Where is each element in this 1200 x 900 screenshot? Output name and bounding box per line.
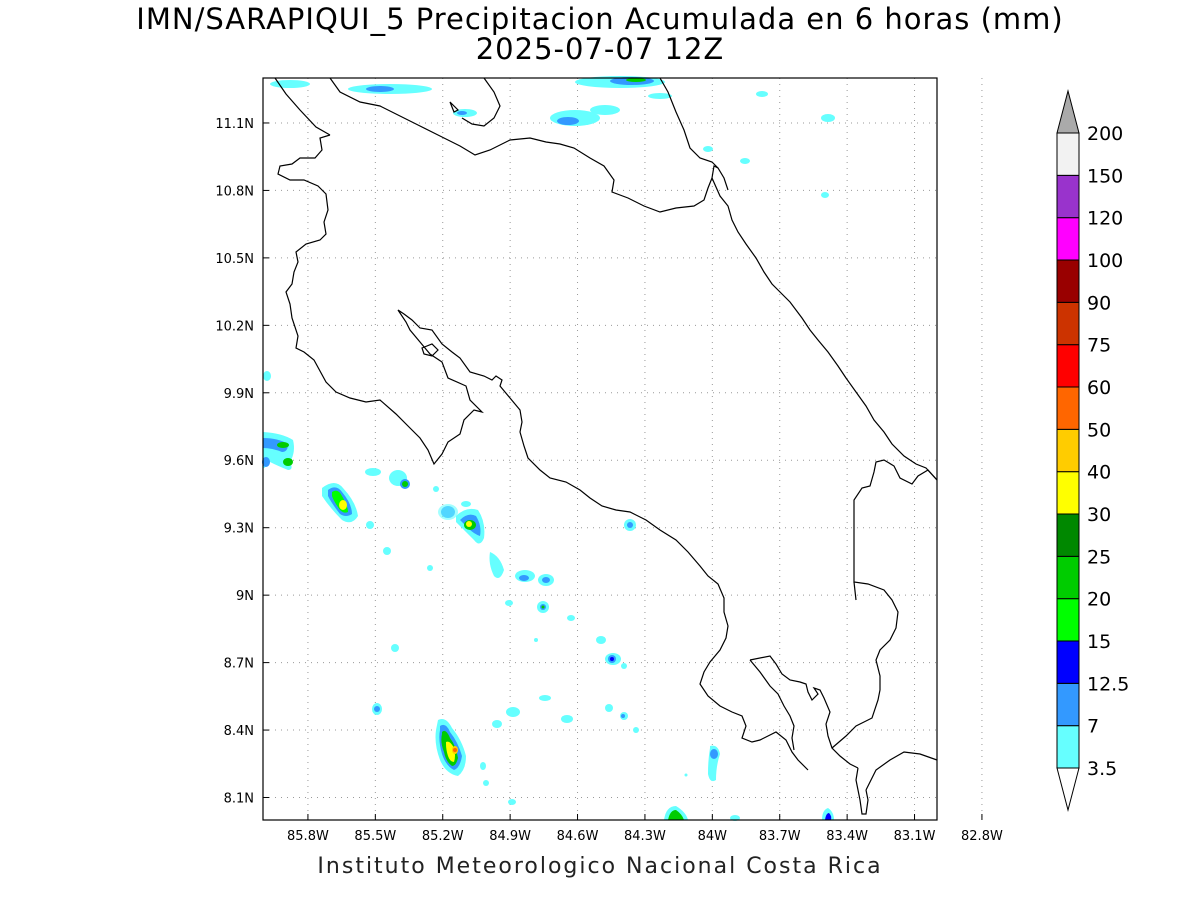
lon-tick-label: 84W (698, 829, 728, 844)
lon-tick-label: 84.6W (557, 829, 599, 844)
map-plot-area (262, 76, 983, 821)
map-title: IMN/SARAPIQUI_5 Precipitacion Acumulada … (136, 2, 1064, 36)
colorbar-swatch (1056, 428, 1080, 473)
lon-tick-label: 83.1W (894, 829, 936, 844)
map-subtitle-datetime: 2025-07-07 12Z (475, 32, 725, 66)
colorbar-below-triangle (1056, 767, 1080, 812)
colorbar-swatch (1056, 598, 1080, 642)
lon-tick-label: 85.2W (422, 829, 464, 844)
colorbar-label: 30 (1087, 504, 1111, 526)
colorbar-label: 20 (1087, 589, 1111, 611)
coastline-borders (274, 77, 938, 815)
lat-tick-label: 10.2N (215, 319, 254, 334)
lat-tick-label: 11.1N (215, 117, 254, 132)
lat-tick-label: 10.5N (215, 252, 254, 267)
lat-tick-label: 8.7N (224, 657, 254, 672)
map-background (263, 78, 937, 820)
lon-tick-label: 85.8W (287, 829, 329, 844)
lat-tick-label: 9N (236, 589, 254, 604)
precipitation-colorbar: 3.5 7 12.5 15 20 25 30 40 50 60 75 90 100 120 150 200 (1056, 89, 1129, 812)
colorbar-swatch (1056, 640, 1080, 684)
colorbar-swatch (1056, 132, 1080, 176)
colorbar-label: 40 (1087, 462, 1111, 484)
colorbar-label: 100 (1087, 250, 1123, 272)
lat-tick-label: 8.4N (224, 724, 254, 739)
lon-tick-label: 84.3W (624, 829, 666, 844)
colorbar-label: 150 (1087, 165, 1123, 187)
colorbar-label: 75 (1087, 335, 1111, 357)
lat-tick-label: 9.3N (224, 522, 254, 537)
colorbar-swatch (1056, 725, 1080, 769)
lon-tick-label: 83.4W (826, 829, 868, 844)
lat-tick-label: 8.1N (224, 792, 254, 807)
colorbar-label: 200 (1087, 123, 1123, 145)
lon-tick-label: 85.5W (354, 829, 396, 844)
colorbar-swatch (1056, 344, 1080, 388)
colorbar-swatch (1056, 174, 1080, 219)
colorbar-above-triangle (1056, 89, 1080, 134)
colorbar-swatch (1056, 217, 1080, 261)
map-frame (262, 77, 938, 821)
colorbar-label: 120 (1087, 208, 1123, 230)
colorbar-label: 7 (1087, 716, 1099, 738)
longitude-tick-labels: 85.8W 85.5W 85.2W 84.9W 84.6W 84.3W 84W 83.7W 83… (287, 829, 1003, 844)
colorbar-label: 12.5 (1087, 673, 1129, 695)
precipitation-field (262, 76, 835, 821)
latitude-tick-labels: 11.1N 10.8N 10.5N 10.2N 9.9N 9.6N 9.3N 9N 8.7N 8.… (215, 117, 254, 807)
lat-lon-grid (263, 78, 983, 820)
lat-tick-label: 9.9N (224, 387, 254, 402)
colorbar-swatch (1056, 301, 1080, 346)
credit-text: Instituto Meteorologico Nacional Costa R… (317, 854, 883, 879)
colorbar-label: 50 (1087, 419, 1111, 441)
colorbar-label: 90 (1087, 292, 1111, 314)
colorbar-swatch (1056, 513, 1080, 557)
colorbar-label: 25 (1087, 546, 1111, 568)
lon-tick-label: 83.7W (759, 829, 801, 844)
colorbar-label: 60 (1087, 377, 1111, 399)
lon-tick-label: 84.9W (489, 829, 531, 844)
colorbar-swatch (1056, 259, 1080, 303)
colorbar-swatch (1056, 386, 1080, 430)
colorbar-label: 3.5 (1087, 758, 1117, 780)
colorbar-swatch (1056, 471, 1080, 515)
lat-tick-label: 10.8N (215, 184, 254, 199)
lat-tick-label: 9.6N (224, 454, 254, 469)
colorbar-swatch (1056, 555, 1080, 600)
colorbar-swatch (1056, 682, 1080, 727)
lon-tick-label: 82.8W (961, 829, 1003, 844)
colorbar-label: 15 (1087, 631, 1111, 653)
